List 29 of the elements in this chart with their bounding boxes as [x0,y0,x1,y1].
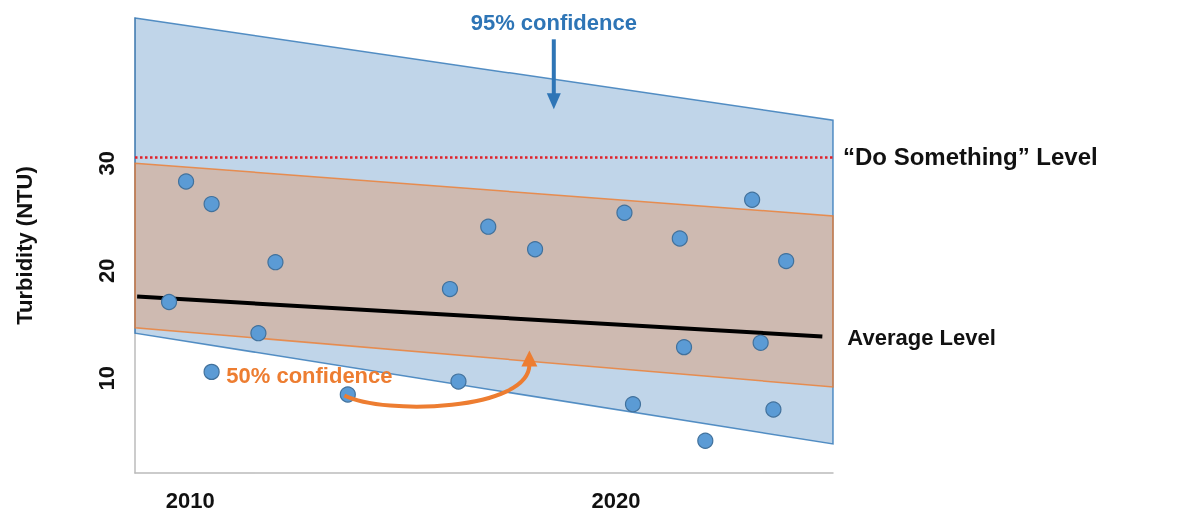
point [671,230,688,247]
legend-label: 95% confidence [470,10,637,36]
point [697,432,714,449]
point [480,218,497,235]
ref-line-label: “Do Something” Level [843,143,1098,171]
point [752,334,769,351]
point [203,195,220,213]
point [177,173,195,190]
x-tick-label: 2010 [165,487,215,512]
point [450,373,467,390]
y-tick-label: 20 [93,258,119,284]
point [765,401,782,418]
point [624,396,642,413]
x-tick-label: 2020 [591,487,641,512]
point [616,204,633,221]
series-label: Average Level [847,325,996,351]
point [675,339,693,356]
point [250,325,267,342]
point [744,191,761,208]
point [441,280,459,298]
point [203,363,220,380]
point [526,241,544,258]
y-tick-label: 10 [93,366,119,391]
point [267,254,284,271]
y-tick-label: 30 [93,150,119,176]
legend-label: 50% confidence [226,363,393,389]
point [778,253,795,270]
point [160,293,178,311]
y-axis-title: Turbidity (NTU) [11,166,37,325]
